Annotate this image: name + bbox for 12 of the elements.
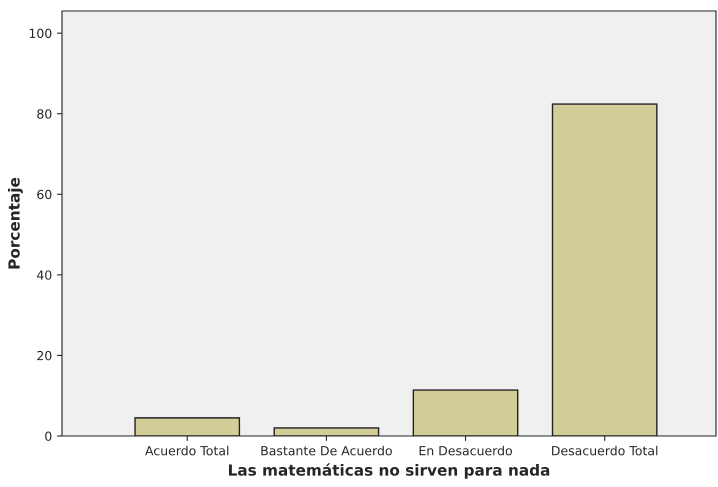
y-axis-title: Porcentaje bbox=[8, 178, 23, 268]
y-tick-label: 0 bbox=[45, 431, 52, 441]
x-tick-label: Desacuerdo Total bbox=[552, 446, 658, 456]
y-tick-label: 100 bbox=[30, 28, 52, 38]
y-tick-label: 60 bbox=[37, 190, 52, 200]
x-axis-title: Las matemáticas no sirven para nada bbox=[229, 463, 550, 479]
y-tick-label: 40 bbox=[36, 270, 52, 280]
x-tick-label: Acuerdo Total bbox=[145, 446, 228, 456]
x-tick-label: Bastante De Acuerdo bbox=[261, 446, 392, 456]
y-tick-label: 20 bbox=[37, 350, 52, 360]
x-tick-label: En Desacuerdo bbox=[420, 446, 512, 456]
y-tick-label: 80 bbox=[37, 109, 52, 119]
